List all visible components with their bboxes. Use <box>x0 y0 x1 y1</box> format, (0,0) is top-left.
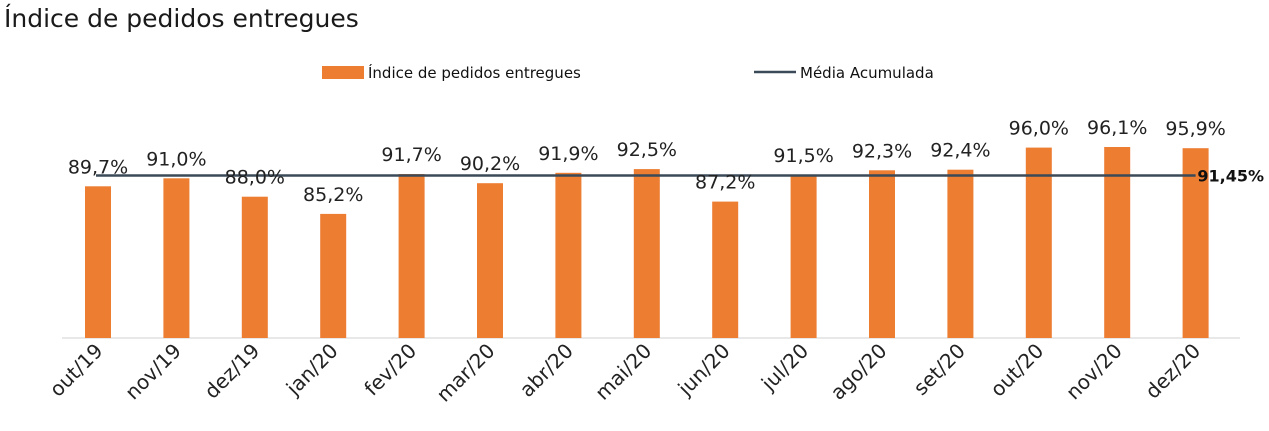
data-label-out/20: 96,0% <box>1009 118 1069 140</box>
data-label-abr/20: 91,9% <box>538 143 598 165</box>
x-tick-fev/20: fev/20 <box>359 339 421 401</box>
bar-abr/20 <box>555 172 582 338</box>
x-tick-jul/20: jul/20 <box>756 339 813 396</box>
data-label-jan/20: 85,2% <box>303 184 363 206</box>
data-label-jul/20: 91,5% <box>773 145 833 167</box>
bar-mar/20 <box>477 183 503 338</box>
x-tick-out/19: out/19 <box>45 339 108 402</box>
legend: Índice de pedidos entregues Média Acumul… <box>322 63 934 82</box>
data-label-ago/20: 92,3% <box>852 140 912 162</box>
x-tick-out/20: out/20 <box>985 339 1048 402</box>
x-tick-ago/20: ago/20 <box>826 339 892 405</box>
bar-nov/20 <box>1104 147 1131 338</box>
data-label-fev/20: 91,7% <box>381 144 441 166</box>
x-tick-set/20: set/20 <box>909 339 970 400</box>
bar-dez/19 <box>241 196 268 338</box>
x-tick-jan/20: jan/20 <box>281 339 343 401</box>
legend-line-label: Média Acumulada <box>800 64 934 82</box>
bar-jun/20 <box>712 201 739 338</box>
bar-dez/20 <box>1182 148 1209 338</box>
x-tick-nov/20: nov/20 <box>1061 339 1127 405</box>
data-label-mar/20: 90,2% <box>460 153 520 175</box>
bar-jul/20 <box>790 175 817 338</box>
data-labels-group: 89,7% 91,0% 88,0% 85,2% 91,7% 90,2% 91,9% 92,5%… <box>68 117 1226 206</box>
bar-nov/19 <box>163 178 190 338</box>
data-label-out/19: 89,7% <box>68 156 128 178</box>
x-tick-abr/20: abr/20 <box>515 339 578 402</box>
bar-ago/20 <box>869 170 895 338</box>
data-label-nov/19: 91,0% <box>146 148 206 170</box>
data-label-jun/20: 87,2% <box>695 172 755 194</box>
legend-bar-swatch <box>322 66 364 79</box>
bar-set/20 <box>947 169 974 338</box>
x-tick-jun/20: jun/20 <box>672 339 734 401</box>
x-tick-nov/19: nov/19 <box>120 339 186 405</box>
bar-out/19 <box>85 186 111 338</box>
data-label-dez/20: 95,9% <box>1165 118 1225 140</box>
bar-jan/20 <box>320 213 347 338</box>
x-tick-mai/20: mai/20 <box>590 339 656 405</box>
x-tick-dez/20: dez/20 <box>1140 339 1205 404</box>
bars-group <box>85 147 1209 338</box>
data-label-mai/20: 92,5% <box>617 139 677 161</box>
x-tick-labels: out/19 nov/19 dez/19 jan/20 fev/20 mar/20 abr/… <box>45 339 1205 407</box>
data-label-set/20: 92,4% <box>930 140 990 162</box>
bar-mai/20 <box>633 169 660 338</box>
bar-fev/20 <box>398 174 425 338</box>
average-line-group: 91,45% <box>96 167 1264 186</box>
average-value-label: 91,45% <box>1197 167 1264 186</box>
data-label-dez/19: 88,0% <box>225 167 285 189</box>
chart-title: Índice de pedidos entregues <box>4 4 359 33</box>
x-tick-dez/19: dez/19 <box>200 339 265 404</box>
legend-bar-label: Índice de pedidos entregues <box>368 63 581 82</box>
bar-out/20 <box>1025 147 1052 338</box>
data-label-nov/20: 96,1% <box>1087 117 1147 139</box>
x-tick-mar/20: mar/20 <box>432 339 500 407</box>
